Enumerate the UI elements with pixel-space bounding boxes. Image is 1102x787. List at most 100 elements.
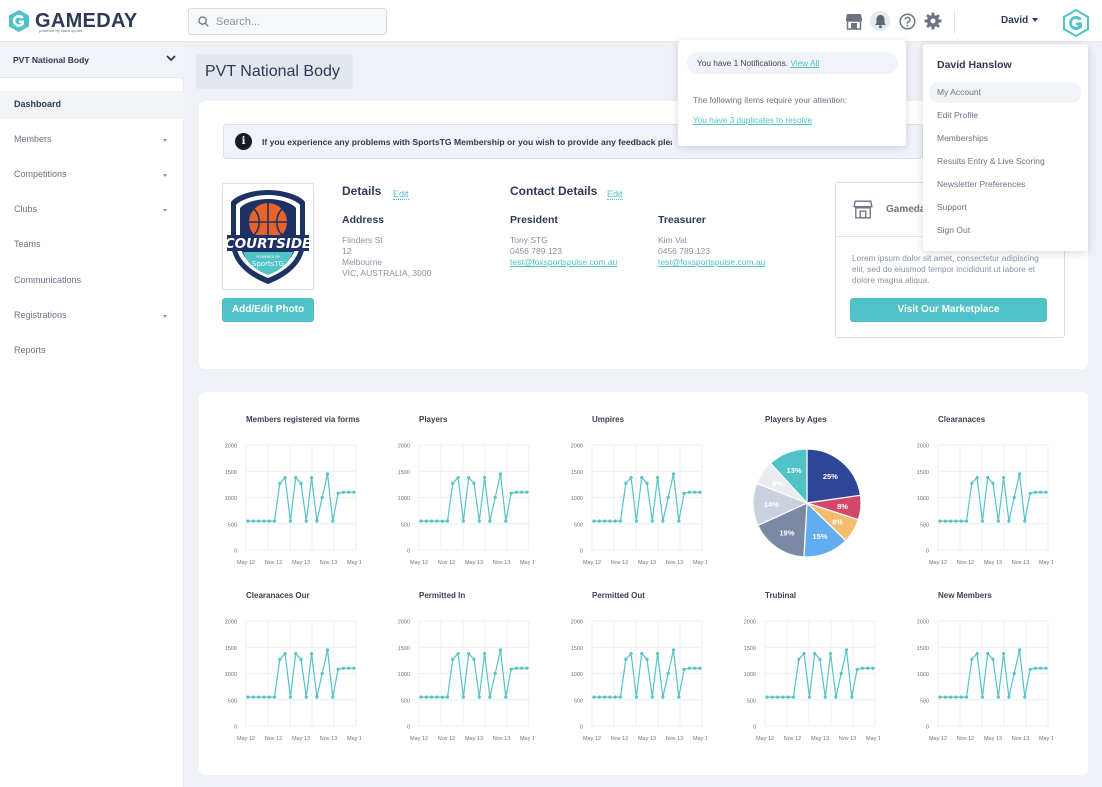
data-point[interactable] — [483, 651, 487, 656]
data-point[interactable] — [472, 657, 476, 661]
pie-slice[interactable] — [806, 448, 862, 504]
data-point[interactable] — [954, 519, 958, 523]
help-button[interactable] — [897, 11, 917, 31]
data-point[interactable] — [435, 519, 439, 523]
data-point[interactable] — [320, 495, 324, 500]
data-point[interactable] — [1012, 495, 1016, 500]
data-point[interactable] — [964, 519, 969, 523]
data-point[interactable] — [613, 519, 617, 523]
settings-button[interactable] — [923, 11, 943, 31]
data-point[interactable] — [860, 666, 864, 670]
data-point[interactable] — [424, 695, 428, 699]
data-point[interactable] — [624, 481, 628, 485]
data-point[interactable] — [991, 657, 995, 661]
data-point[interactable] — [440, 519, 444, 523]
data-point[interactable] — [435, 695, 439, 699]
data-point[interactable] — [650, 519, 654, 523]
data-point[interactable] — [488, 519, 492, 523]
data-point[interactable] — [1023, 519, 1027, 523]
data-point[interactable] — [1002, 651, 1006, 656]
sidebar-item-dashboard[interactable]: Dashboard — [0, 91, 184, 119]
contact-edit-link[interactable]: Edit — [607, 189, 623, 200]
data-point[interactable] — [813, 651, 817, 656]
data-point[interactable] — [855, 667, 859, 671]
data-point[interactable] — [467, 475, 471, 480]
gameday-logo[interactable]: GAMEDAY powered by stack sports — [8, 9, 138, 33]
data-point[interactable] — [954, 695, 958, 699]
sidebar-item-clubs[interactable]: Clubs — [0, 196, 184, 224]
data-point[interactable] — [618, 519, 623, 523]
sidebar-item-competitions[interactable]: Competitions — [0, 161, 184, 189]
data-point[interactable] — [347, 490, 351, 494]
data-point[interactable] — [1002, 475, 1006, 480]
data-point[interactable] — [461, 519, 465, 523]
data-point[interactable] — [336, 667, 340, 671]
data-point[interactable] — [1033, 490, 1037, 494]
treasurer-email-link[interactable]: test@foxsportspulse.com.au — [658, 257, 766, 267]
data-point[interactable] — [467, 651, 471, 656]
data-point[interactable] — [829, 651, 833, 656]
data-point[interactable] — [634, 695, 638, 699]
data-point[interactable] — [693, 490, 697, 494]
user-menu-item[interactable]: Memberships — [929, 128, 1081, 149]
data-point[interactable] — [341, 490, 345, 494]
data-point[interactable] — [986, 475, 990, 480]
data-point[interactable] — [315, 519, 319, 523]
data-point[interactable] — [682, 491, 686, 495]
data-point[interactable] — [504, 519, 508, 523]
data-point[interactable] — [687, 666, 691, 670]
data-point[interactable] — [687, 490, 691, 494]
data-point[interactable] — [493, 495, 497, 500]
visit-marketplace-button[interactable]: Visit Our Marketplace — [850, 298, 1047, 322]
data-point[interactable] — [970, 481, 974, 485]
data-point[interactable] — [514, 666, 518, 670]
data-point[interactable] — [267, 519, 271, 523]
data-point[interactable] — [818, 657, 822, 661]
data-point[interactable] — [959, 519, 963, 523]
data-point[interactable] — [592, 519, 596, 523]
pie-slice[interactable] — [757, 502, 808, 558]
data-point[interactable] — [483, 475, 487, 480]
data-point[interactable] — [509, 491, 513, 495]
data-point[interactable] — [246, 519, 250, 523]
pie-slice[interactable] — [769, 448, 808, 505]
data-point[interactable] — [975, 651, 979, 656]
data-point[interactable] — [991, 481, 995, 485]
data-point[interactable] — [986, 651, 990, 656]
data-point[interactable] — [288, 695, 292, 699]
duplicates-link[interactable]: You have 3 duplicates to resolve — [693, 115, 813, 125]
data-point[interactable] — [1044, 490, 1048, 494]
data-point[interactable] — [823, 695, 827, 699]
data-point[interactable] — [520, 490, 524, 494]
data-point[interactable] — [603, 519, 607, 523]
data-point[interactable] — [656, 475, 660, 480]
data-point[interactable] — [996, 695, 1000, 699]
data-point[interactable] — [608, 695, 612, 699]
data-point[interactable] — [682, 667, 686, 671]
data-point[interactable] — [278, 657, 282, 661]
data-point[interactable] — [629, 475, 633, 480]
data-point[interactable] — [272, 695, 277, 699]
data-point[interactable] — [299, 481, 303, 485]
data-point[interactable] — [283, 475, 287, 480]
data-point[interactable] — [693, 666, 697, 670]
data-point[interactable] — [504, 695, 508, 699]
data-point[interactable] — [498, 472, 503, 476]
add-edit-photo-button[interactable]: Add/Edit Photo — [222, 298, 314, 322]
user-name[interactable]: David — [1001, 15, 1029, 26]
data-point[interactable] — [656, 651, 660, 656]
data-point[interactable] — [257, 695, 261, 699]
data-point[interactable] — [671, 472, 676, 476]
data-point[interactable] — [645, 657, 649, 661]
data-point[interactable] — [666, 671, 670, 676]
data-point[interactable] — [608, 519, 612, 523]
marketplace-store-button[interactable] — [844, 11, 864, 31]
data-point[interactable] — [304, 695, 308, 699]
user-menu-item[interactable]: Newsletter Preferences — [929, 174, 1081, 195]
data-point[interactable] — [640, 651, 644, 656]
data-point[interactable] — [938, 695, 942, 699]
data-point[interactable] — [477, 519, 481, 523]
data-point[interactable] — [1028, 667, 1032, 671]
data-point[interactable] — [1039, 666, 1043, 670]
data-point[interactable] — [781, 695, 785, 699]
